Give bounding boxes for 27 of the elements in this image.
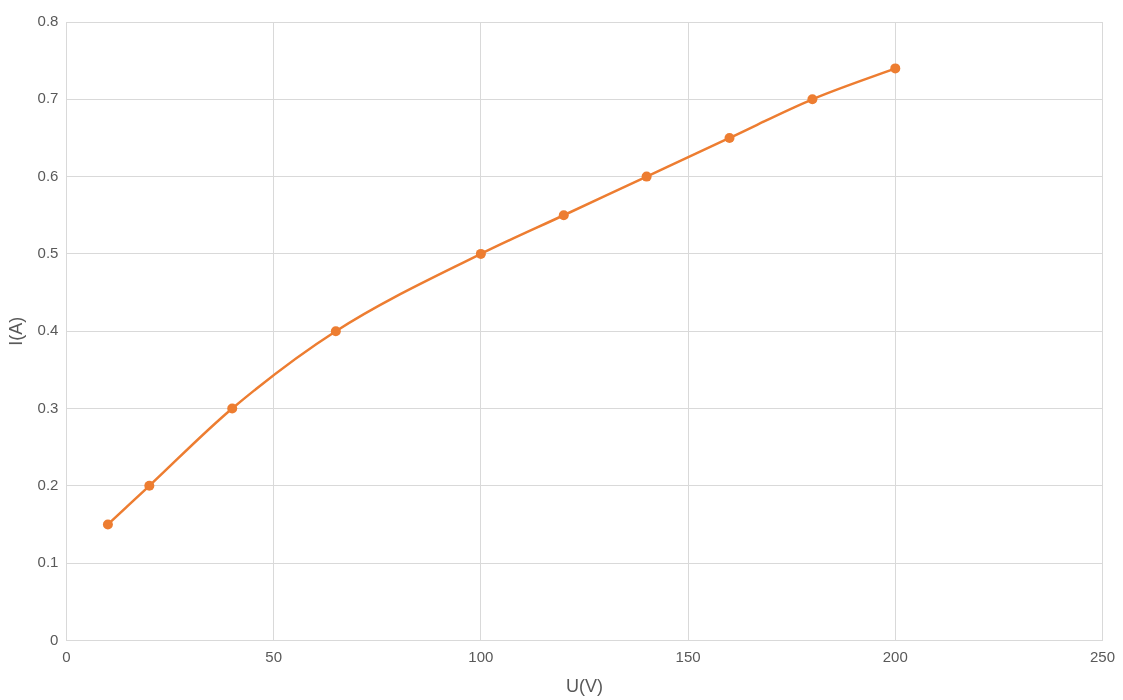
- point: [330, 326, 341, 337]
- point: [641, 171, 652, 182]
- y-tick-label: 0.2: [37, 475, 59, 493]
- point: [807, 94, 818, 105]
- y-axis-title: I(A): [5, 316, 26, 346]
- y-tick-label: 0.7: [37, 89, 59, 107]
- point: [558, 210, 569, 221]
- y-tick-label: 0.1: [37, 553, 59, 571]
- point: [724, 132, 735, 143]
- point: [102, 519, 113, 530]
- x-tick-label: 150: [675, 647, 701, 665]
- x-tick-label: 0: [62, 647, 71, 665]
- x-tick-label: 200: [882, 647, 908, 665]
- y-tick-label: 0.5: [37, 244, 59, 262]
- y-tick-label: 0.8: [37, 12, 59, 30]
- y-tick-label: 0.6: [37, 166, 59, 184]
- y-tick-label: 0: [50, 630, 59, 648]
- y-tick-label: 0.4: [37, 321, 59, 339]
- y-tick-label: 0.3: [37, 398, 59, 416]
- point: [144, 480, 155, 491]
- x-axis-title: U(V): [565, 676, 603, 697]
- x-tick-label: 250: [1089, 647, 1115, 665]
- point: [227, 403, 238, 414]
- x-tick-label: 50: [265, 647, 282, 665]
- x-tick-label: 100: [468, 647, 494, 665]
- point: [890, 63, 901, 74]
- point: [475, 248, 486, 259]
